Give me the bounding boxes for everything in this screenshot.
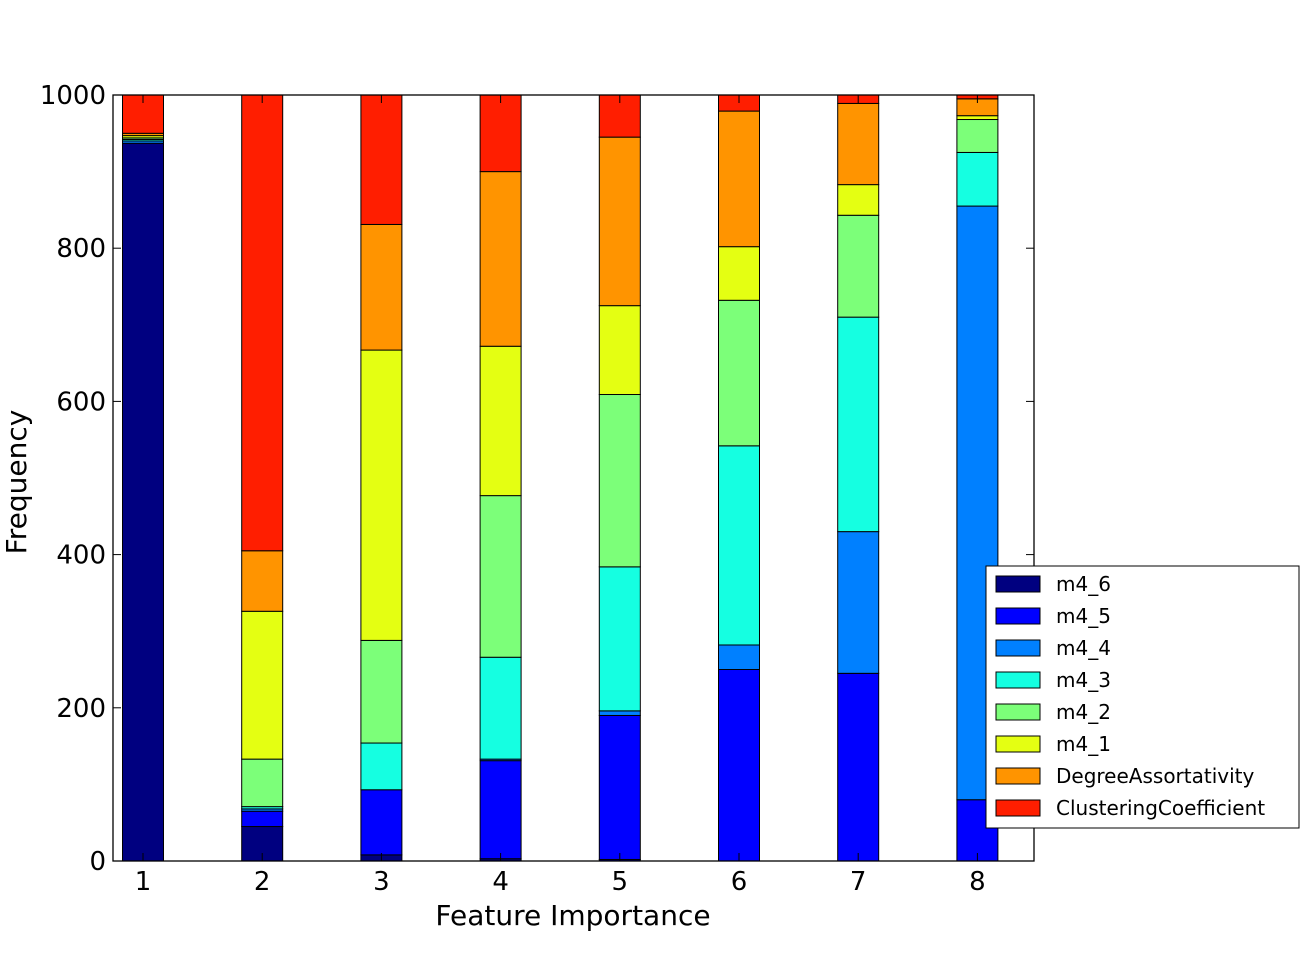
legend: m4_6 m4_5 m4_4 m4_3 m4_2 m4_1 DegreeAssortativ… bbox=[985, 565, 1300, 829]
bar-segment-m4_1-4 bbox=[479, 345, 522, 497]
x-axis: 1 2 3 4 5 6 7 8 bbox=[135, 95, 986, 897]
legend-swatch-m4_3 bbox=[995, 671, 1041, 689]
bar-segment-ClusteringCoefficient-3 bbox=[360, 94, 403, 225]
bar-segment-m4_2-5 bbox=[598, 394, 641, 568]
bar-segment-m4_3-7 bbox=[837, 316, 880, 533]
bar-segment-m4_1-3 bbox=[360, 349, 403, 641]
bar-segment-m4_4-6 bbox=[718, 644, 760, 670]
bar-segment-DegreeAssortativity-4 bbox=[479, 171, 522, 347]
legend-label-m4_3: m4_3 bbox=[1056, 668, 1111, 692]
bar-segment-m4_4-5 bbox=[598, 710, 641, 716]
legend-label-m4_5: m4_5 bbox=[1056, 604, 1111, 628]
legend-label-m4_1: m4_1 bbox=[1056, 732, 1111, 756]
bar-segment-DegreeAssortativity-6 bbox=[718, 110, 760, 248]
x-tick-label: 5 bbox=[612, 867, 629, 897]
bar-segment-m4_5-5 bbox=[598, 714, 641, 860]
bar-segment-m4_2-4 bbox=[479, 495, 522, 658]
legend-swatch-DegreeAssortativity bbox=[995, 767, 1041, 785]
plot-frame bbox=[112, 94, 1035, 862]
y-tick-label: 1000 bbox=[40, 81, 106, 111]
legend-label-m4_4: m4_4 bbox=[1056, 636, 1111, 660]
bar-segment-ClusteringCoefficient-2 bbox=[241, 94, 284, 552]
bar-segment-m4_4-7 bbox=[837, 531, 880, 674]
bar-segment-m4_3-6 bbox=[718, 445, 760, 646]
bar-segment-m4_2-8 bbox=[956, 119, 999, 153]
x-tick-label: 2 bbox=[254, 867, 271, 897]
legend-swatch-m4_1 bbox=[995, 735, 1041, 753]
bar-segment-m4_1-5 bbox=[598, 305, 641, 396]
x-tick-label: 8 bbox=[969, 867, 986, 897]
bar-segment-DegreeAssortativity-3 bbox=[360, 223, 403, 351]
y-axis-label: Frequency bbox=[0, 410, 33, 555]
bars-group bbox=[122, 94, 999, 862]
y-axis: 0 200 400 600 800 1000 bbox=[40, 81, 1034, 877]
bar-segment-m4_2-6 bbox=[718, 299, 760, 447]
y-tick-label: 800 bbox=[56, 234, 106, 264]
bar-segment-m4_3-3 bbox=[360, 742, 403, 791]
legend-label-m4_6: m4_6 bbox=[1056, 572, 1111, 596]
y-tick-label: 600 bbox=[56, 387, 106, 417]
legend-label-m4_2: m4_2 bbox=[1056, 700, 1111, 724]
x-tick-label: 7 bbox=[850, 867, 867, 897]
bar-segment-DegreeAssortativity-7 bbox=[837, 102, 880, 186]
legend-swatch-m4_6 bbox=[995, 575, 1041, 593]
bar-segment-m4_3-4 bbox=[479, 656, 522, 760]
legend-swatch-m4_5 bbox=[995, 607, 1041, 625]
x-tick-label: 4 bbox=[492, 867, 509, 897]
bar-segment-m4_2-2 bbox=[241, 758, 284, 808]
x-tick-label: 6 bbox=[731, 867, 748, 897]
bar-segment-m4_5-6 bbox=[718, 669, 760, 862]
x-tick-label: 3 bbox=[373, 867, 390, 897]
bar-segment-DegreeAssortativity-5 bbox=[598, 136, 641, 307]
legend-frame bbox=[985, 565, 1300, 829]
bar-segment-m4_5-7 bbox=[837, 672, 880, 862]
bar-segment-m4_6-1 bbox=[122, 142, 164, 862]
bar-segment-m4_2-7 bbox=[837, 214, 880, 318]
bar-segment-DegreeAssortativity-2 bbox=[241, 550, 284, 612]
bar-segment-ClusteringCoefficient-4 bbox=[479, 94, 522, 173]
bar-segment-m4_5-3 bbox=[360, 789, 403, 856]
bar-segment-m4_5-2 bbox=[241, 810, 284, 828]
bar-segment-m4_3-8 bbox=[956, 151, 999, 207]
legend-swatch-m4_4 bbox=[995, 639, 1041, 657]
bar-segment-m4_5-4 bbox=[479, 760, 522, 860]
x-axis-label: Feature Importance bbox=[435, 899, 710, 932]
y-tick-label: 200 bbox=[56, 694, 106, 724]
legend-label-DegreeAssortativity: DegreeAssortativity bbox=[1056, 764, 1255, 788]
y-tick-label: 0 bbox=[89, 847, 106, 877]
legend-swatch-ClusteringCoefficient bbox=[995, 799, 1041, 817]
bar-segment-m4_1-2 bbox=[241, 610, 284, 760]
bar-segment-m4_2-3 bbox=[360, 639, 403, 744]
legend-swatch-m4_2 bbox=[995, 703, 1041, 721]
bar-segment-m4_3-5 bbox=[598, 566, 641, 712]
bar-segment-m4_1-6 bbox=[718, 246, 760, 301]
bar-segment-m4_1-7 bbox=[837, 184, 880, 216]
legend-label-ClusteringCoefficient: ClusteringCoefficient bbox=[1056, 796, 1265, 820]
bar-segment-m4_1-8 bbox=[956, 115, 999, 121]
y-tick-label: 400 bbox=[56, 541, 106, 571]
x-tick-label: 1 bbox=[135, 867, 152, 897]
